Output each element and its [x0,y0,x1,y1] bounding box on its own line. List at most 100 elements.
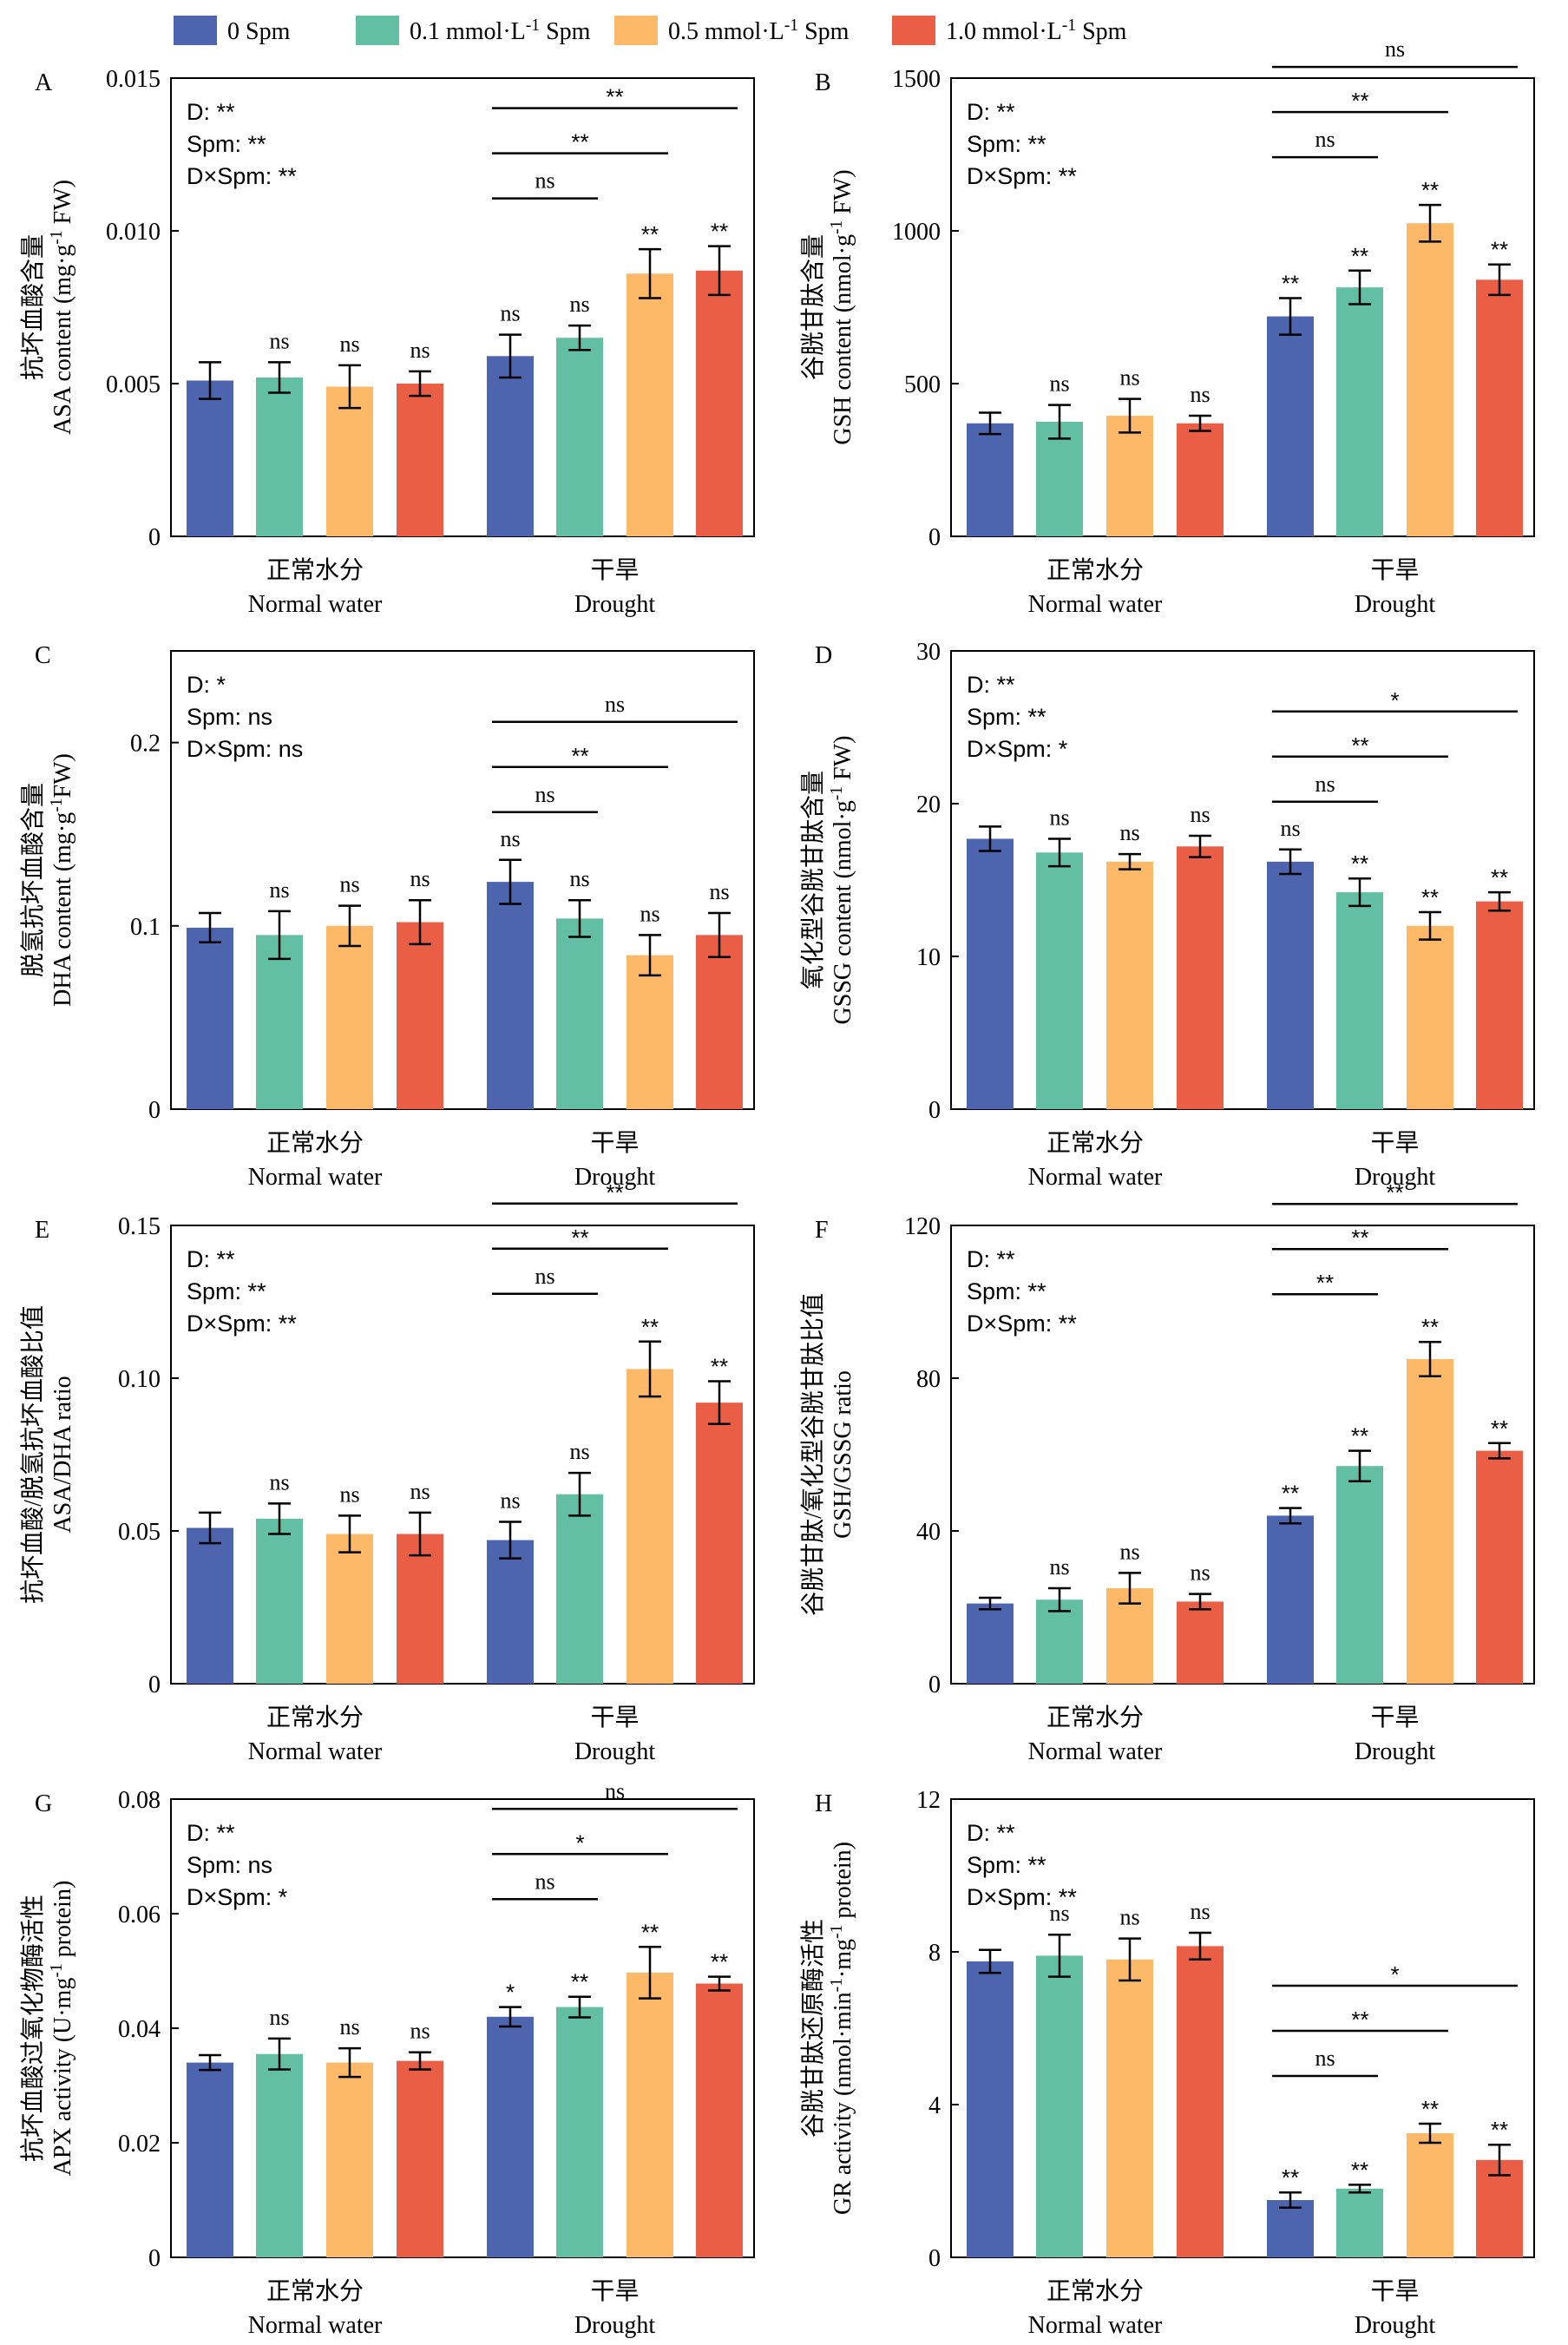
sig-label: ns [1049,1554,1069,1580]
superscript: -1 [48,230,66,244]
sig-label: * [506,1980,515,2006]
bar [487,882,534,1109]
group-label-en: Normal water [248,591,383,618]
group-label-en: Drought [574,1738,656,1765]
label-part: Spm [1076,18,1127,45]
group-label-en: Drought [574,2312,656,2339]
bar [1106,861,1153,1109]
comparison-label: ns [535,1869,554,1894]
y-axis-label-en: ASA content (mg·g-1 FW) [48,180,77,435]
y-tick-label: 0 [928,2245,941,2272]
bar [1476,1450,1523,1684]
stats-label: D: ** [187,99,235,125]
bar [556,1494,603,1684]
sig-label: ** [641,1919,659,1945]
y-axis-label-en: DHA content (mg·g-1FW) [48,753,77,1007]
bar [397,1534,443,1684]
y-tick-label: 0.010 [106,219,161,246]
y-tick-label: 0.005 [106,371,161,398]
group-label-en: Normal water [1028,2312,1163,2339]
sig-label: ** [641,1314,659,1340]
y-tick-label: 0.15 [118,1213,161,1240]
stats-label: D×Spm: ** [967,1310,1077,1337]
group-label-cn: 正常水分 [1046,1704,1144,1731]
bar [1267,861,1314,1109]
sig-label: ** [641,221,659,247]
panel-F: F 0 40 80 120 谷胱甘肽/氧化型谷胱甘肽比值 GSH/GSSG ratio 正常水… [799,1179,1535,1765]
y-tick-label: 0.1 [130,914,161,941]
panel-A: A 0 0.005 0.010 0.015 抗坏血酸含量 ASA content (mg·g… [19,66,755,618]
sig-label: ** [571,1969,588,1995]
bar [1267,316,1314,536]
group-label-en: Drought [1355,2312,1436,2339]
sig-label: ns [709,879,729,904]
stats-label: D: ** [187,1820,235,1846]
sig-label: ns [1119,1905,1139,1930]
label-part: ASA content (mg·g [49,245,76,435]
y-tick-label: 0.02 [118,2131,161,2158]
label-part: GSH/GSSG ratio [830,1370,856,1539]
y-axis-label-cn: 谷胱甘肽含量 [799,234,827,380]
legend-swatch [614,16,658,45]
y-tick-label: 0.015 [106,66,161,93]
superscript: -1 [48,798,66,812]
sig-label: ns [500,1488,520,1513]
y-tick-label: 120 [904,1213,941,1240]
comparison-label: ns [1315,2046,1335,2071]
panel-letter: E [35,1217,49,1244]
bar [696,1983,743,2257]
group-label-cn: 干旱 [590,2278,639,2305]
comparison-label: ** [1351,88,1368,114]
sig-label: ns [269,1469,289,1494]
bar [1177,1946,1224,2257]
panel-D: D 0 10 20 30 氧化型谷胱甘肽含量 GSSG content (nmol·g-1 … [799,639,1535,1191]
comparison-label: ** [1316,1270,1334,1296]
sig-label: ns [1049,371,1069,397]
bar [187,380,233,536]
bar [326,925,373,1109]
superscript: -1 [526,16,540,35]
bar [1106,415,1153,536]
panel-letter: D [815,642,832,669]
label-part: 0.5 mmol·L [668,18,784,45]
group-label-cn: 干旱 [1370,1705,1419,1731]
sig-label: ** [1421,1314,1439,1340]
sig-label: ns [339,872,359,897]
sig-label: ** [1282,2164,1299,2191]
bar [487,2016,534,2257]
panels: A 0 0.005 0.010 0.015 抗坏血酸含量 ASA content (mg·g… [19,36,1535,2339]
y-tick-label: 10 [916,944,941,971]
y-tick-label: 8 [928,1940,941,1967]
y-axis-label-cn: 谷胱甘肽还原酶活性 [799,1919,827,2138]
sig-label: ** [711,1354,728,1380]
group-label-cn: 干旱 [590,1705,639,1731]
bar [397,384,443,536]
y-tick-label: 4 [928,2092,941,2119]
sig-label: ns [1280,816,1300,841]
comparison-label: ns [605,692,625,717]
stats-label: Spm: ** [967,131,1046,157]
comparison-label: ** [1351,1225,1368,1251]
label-part: 0 Spm [227,18,291,45]
bar [967,838,1014,1109]
sig-label: ns [410,866,430,891]
y-axis-label-en: GSH/GSSG ratio [830,1370,856,1539]
y-tick-label: 30 [916,639,941,666]
superscript: -1 [784,16,798,35]
bar [1336,2188,1383,2257]
bar [397,2060,443,2257]
superscript: -1 [828,1978,846,1992]
panel-B: B 0 500 1000 1500 谷胱甘肽含量 GSH content (nmol·g-1… [799,36,1535,618]
stats-label: D: ** [967,1820,1015,1846]
y-axis-label-en: GR activity (nmol·min-1·mg-1 protein) [828,1842,857,2215]
y-tick-label: 0.2 [130,731,161,758]
stats-label: D: ** [967,672,1015,698]
group-label-cn: 正常水分 [266,556,364,584]
y-tick-label: 500 [904,371,941,398]
stats-label: D×Spm: ** [187,163,297,189]
comparison-label: ** [606,1179,623,1205]
group-label-cn: 干旱 [590,1130,639,1157]
bar [627,1369,673,1684]
stats-label: D: ** [967,1246,1015,1272]
plot-frame [950,77,1535,537]
